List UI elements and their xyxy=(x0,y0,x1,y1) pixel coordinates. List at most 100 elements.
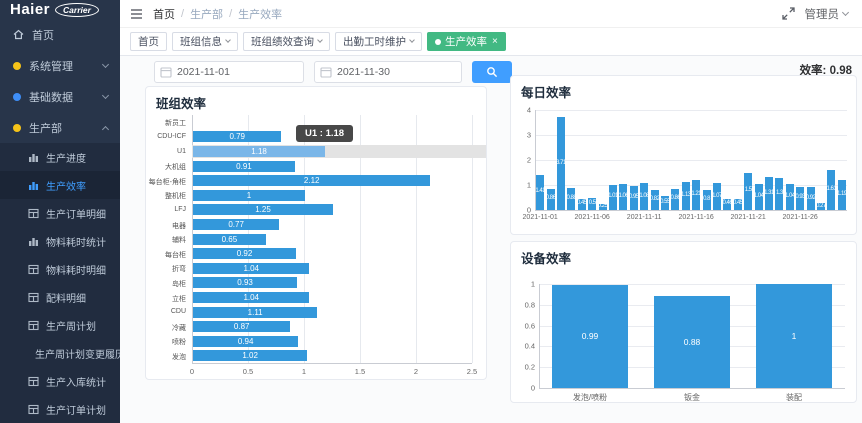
bar-辅料[interactable]: 0.65 xyxy=(193,233,266,245)
bar-U1[interactable]: 1.18 xyxy=(193,146,326,157)
bar-2021-11-07[interactable] xyxy=(598,203,607,210)
chevron-up-icon xyxy=(101,125,110,133)
sidebar-subitem-production-week-plan[interactable]: 生产周计划 xyxy=(0,311,120,339)
bar-value-label: 0.5 xyxy=(588,199,596,206)
search-button[interactable] xyxy=(472,61,512,83)
bar-电器[interactable]: 0.77 xyxy=(193,219,280,230)
bar-2021-11-09[interactable] xyxy=(619,183,628,210)
bar-2021-11-26[interactable] xyxy=(796,186,805,210)
sidebar-subitem-material-time-stats[interactable]: 物料耗时统计 xyxy=(0,227,120,255)
bar-2021-11-03[interactable] xyxy=(557,117,565,210)
bar-折弯[interactable]: 1.04 xyxy=(193,262,310,274)
bar-发泡/喷粉[interactable] xyxy=(552,285,628,388)
bar-2021-11-05[interactable] xyxy=(577,198,586,210)
bar-2021-11-15[interactable] xyxy=(681,181,690,210)
bar-2021-11-13[interactable] xyxy=(661,196,669,210)
gridline xyxy=(360,115,361,364)
bar-2021-11-24[interactable] xyxy=(775,177,784,210)
bar-LFJ[interactable]: 1.25 xyxy=(193,204,333,216)
user-menu[interactable]: 管理员 xyxy=(805,6,850,22)
sidebar-subitem-production-order-plan[interactable]: 生产订单计划 xyxy=(0,395,120,423)
bar-2021-11-06[interactable] xyxy=(588,197,597,210)
bar-2021-11-10[interactable] xyxy=(629,186,638,210)
bar-2021-11-29[interactable] xyxy=(827,169,836,210)
bar-2021-11-18[interactable] xyxy=(713,183,721,210)
bar-value-label: 0.93 xyxy=(237,278,253,288)
bar-value-label: 1.41 xyxy=(535,188,546,195)
sidebar-item-home[interactable]: 首页 xyxy=(0,19,120,50)
bar-整机柜[interactable]: 1 xyxy=(193,189,305,201)
bar-大机组[interactable]: 0.91 xyxy=(193,160,295,172)
category-label: 每台柜-角柜 xyxy=(148,178,186,186)
bar-2021-11-25[interactable] xyxy=(785,184,794,210)
tab-production-efficiency[interactable]: 生产效率 × xyxy=(427,32,506,51)
bar-2021-11-19[interactable] xyxy=(723,198,732,210)
bar-2021-11-16[interactable] xyxy=(692,179,701,210)
sidebar-item-system-mgmt[interactable]: 系统管理 xyxy=(0,50,120,81)
bar-CDU-ICF[interactable]: 0.79 xyxy=(193,131,282,143)
category-label: 折弯 xyxy=(172,266,186,274)
bar-value-label: 0.79 xyxy=(229,132,246,142)
sidebar-subitem-material-time-detail[interactable]: 物料耗时明细 xyxy=(0,255,120,283)
bar-2021-11-30[interactable] xyxy=(837,180,846,210)
y-axis-tick-label: 1 xyxy=(526,180,531,190)
hamburger-icon[interactable] xyxy=(130,8,143,20)
bar-2021-11-28[interactable] xyxy=(817,203,825,210)
bar-2021-11-02[interactable] xyxy=(546,188,555,210)
bar-钣金[interactable] xyxy=(654,296,730,388)
fullscreen-icon[interactable] xyxy=(781,7,795,20)
tab-team-info[interactable]: 班组信息 xyxy=(172,32,238,51)
bar-value-label: 1.3 xyxy=(775,189,783,196)
bar-立柜[interactable]: 1.04 xyxy=(193,292,310,303)
bar-chart-icon xyxy=(29,237,38,246)
bar-CDU[interactable]: 1.11 xyxy=(193,306,318,318)
sidebar-item-production-dept[interactable]: 生产部 xyxy=(0,112,120,143)
bar-2021-11-12[interactable] xyxy=(650,189,659,210)
sidebar-subitem-batching-detail[interactable]: 配料明细 xyxy=(0,283,120,311)
bar-2021-11-22[interactable] xyxy=(754,184,763,210)
breadcrumb: 首页 / 生产部 / 生产效率 xyxy=(153,6,282,22)
gridline xyxy=(304,115,305,364)
breadcrumb-home[interactable]: 首页 xyxy=(153,8,175,21)
bar-2021-11-20[interactable] xyxy=(733,198,742,210)
sidebar-subitem-production-inbound-stats[interactable]: 生产入库统计 xyxy=(0,367,120,395)
bar-2021-11-21[interactable] xyxy=(744,172,753,210)
bar-喷粉[interactable]: 0.94 xyxy=(193,335,299,347)
category-label: 发泡 xyxy=(172,353,186,361)
end-date-input[interactable] xyxy=(314,61,462,83)
close-icon[interactable]: × xyxy=(492,35,498,47)
sidebar-subitem-week-plan-change-history[interactable]: 生产周计划变更履历 xyxy=(0,339,120,367)
sidebar-subitem-production-order-detail[interactable]: 生产订单明细 xyxy=(0,199,120,227)
bar-岛柜[interactable]: 0.93 xyxy=(193,277,298,289)
tab-home[interactable]: 首页 xyxy=(130,32,167,51)
bar-2021-11-17[interactable] xyxy=(702,190,711,210)
gridline xyxy=(472,115,473,364)
sidebar-subitem-label: 生产周计划 xyxy=(46,321,96,333)
start-date-input[interactable] xyxy=(154,61,304,83)
bar-2021-11-11[interactable] xyxy=(640,183,649,210)
bar-发泡[interactable]: 1.02 xyxy=(193,350,308,362)
tab-attendance-hours[interactable]: 出勤工时维护 xyxy=(335,32,422,51)
chevron-down-icon xyxy=(101,60,110,68)
y-axis-line xyxy=(539,284,540,388)
breadcrumb-production-dept[interactable]: 生产部 xyxy=(190,8,224,21)
sidebar-item-basic-data[interactable]: 基础数据 xyxy=(0,81,120,112)
sidebar-subitem-label: 生产效率 xyxy=(46,181,86,193)
table-icon xyxy=(28,320,39,330)
bar-2021-11-08[interactable] xyxy=(609,184,617,210)
chart-tooltip: U1 : 1.18 xyxy=(296,125,354,142)
bar-2021-11-23[interactable] xyxy=(765,177,773,210)
bar-2021-11-01[interactable] xyxy=(536,174,545,210)
bar-每台柜-角柜[interactable]: 2.12 xyxy=(193,175,431,187)
sidebar-subitem-production-progress[interactable]: 生产进度 xyxy=(0,143,120,171)
bar-每台柜[interactable]: 0.92 xyxy=(193,248,297,260)
sidebar-subitem-production-efficiency[interactable]: 生产效率 xyxy=(0,171,120,199)
bar-2021-11-04[interactable] xyxy=(567,188,576,210)
daily-efficiency-title: 每日效率 xyxy=(521,86,572,100)
bar-装配[interactable] xyxy=(756,284,832,388)
bar-冷藏[interactable]: 0.87 xyxy=(193,321,291,333)
bar-2021-11-14[interactable] xyxy=(671,188,680,210)
bar-2021-11-27[interactable] xyxy=(806,187,815,210)
tab-team-performance-query[interactable]: 班组绩效查询 xyxy=(243,32,330,51)
